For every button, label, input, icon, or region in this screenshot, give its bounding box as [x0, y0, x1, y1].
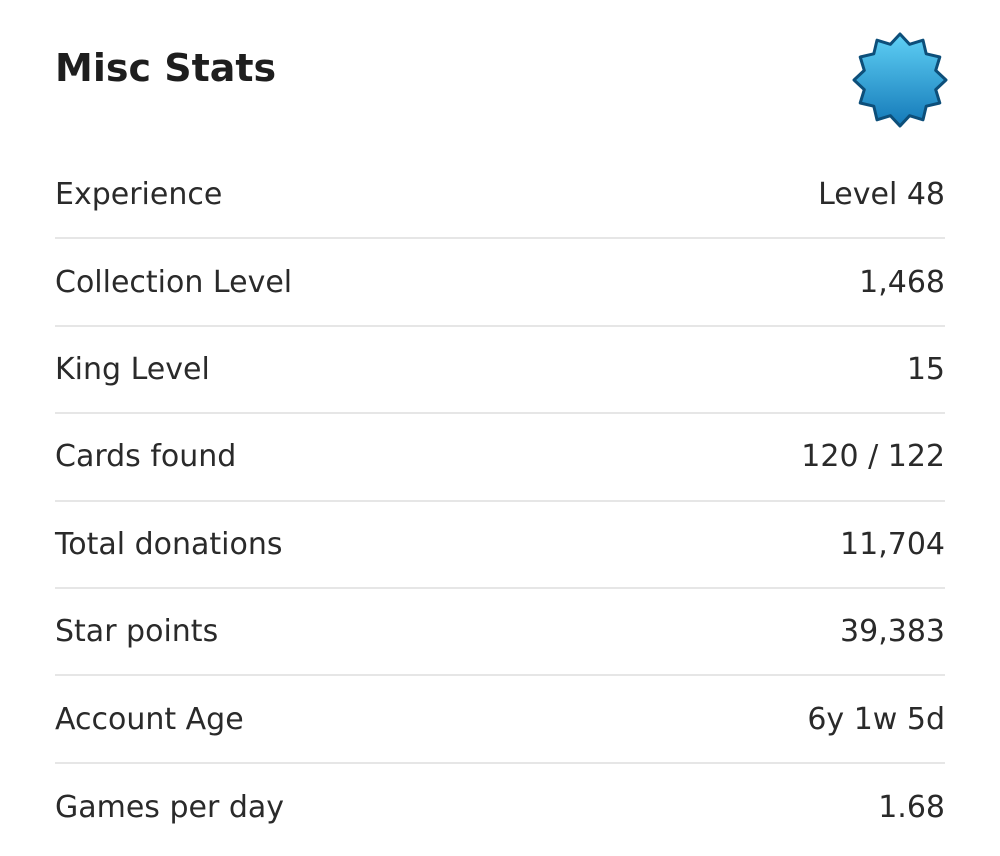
stat-label: Cards found [55, 439, 237, 475]
stat-label: Games per day [55, 789, 285, 825]
stat-row: Games per day 1.68 [55, 764, 945, 851]
stat-value: 1,468 [859, 264, 945, 300]
stat-row: Collection Level 1,468 [55, 239, 945, 327]
stats-list: Experience Level 48 Collection Level 1,468 K… [55, 152, 945, 851]
stat-value: 6y 1w 5d [807, 701, 945, 737]
stat-label: Collection Level [55, 264, 293, 300]
stat-row: Cards found 120 / 122 [55, 414, 945, 502]
stat-row: Experience Level 48 [55, 152, 945, 240]
stat-value: 39,383 [840, 614, 945, 650]
stat-value: Level 48 [818, 177, 945, 213]
stat-value: 11,704 [840, 526, 945, 562]
stat-row: King Level 15 [55, 327, 945, 415]
stat-label: Experience [55, 177, 223, 213]
stat-label: Star points [55, 614, 219, 650]
stat-label: Account Age [55, 701, 244, 737]
stat-row: Total donations 11,704 [55, 502, 945, 589]
stat-value: 15 [906, 351, 945, 387]
stat-label: Total donations [55, 526, 283, 562]
badge-icon [852, 32, 948, 128]
stat-value: 120 / 122 [801, 439, 945, 475]
section-title: Misc Stats [55, 46, 277, 90]
stat-row: Account Age 6y 1w 5d [55, 676, 945, 764]
badge-shape [852, 32, 948, 128]
stat-label: King Level [55, 351, 210, 387]
stat-row: Star points 39,383 [55, 589, 945, 677]
stat-value: 1.68 [878, 789, 945, 825]
